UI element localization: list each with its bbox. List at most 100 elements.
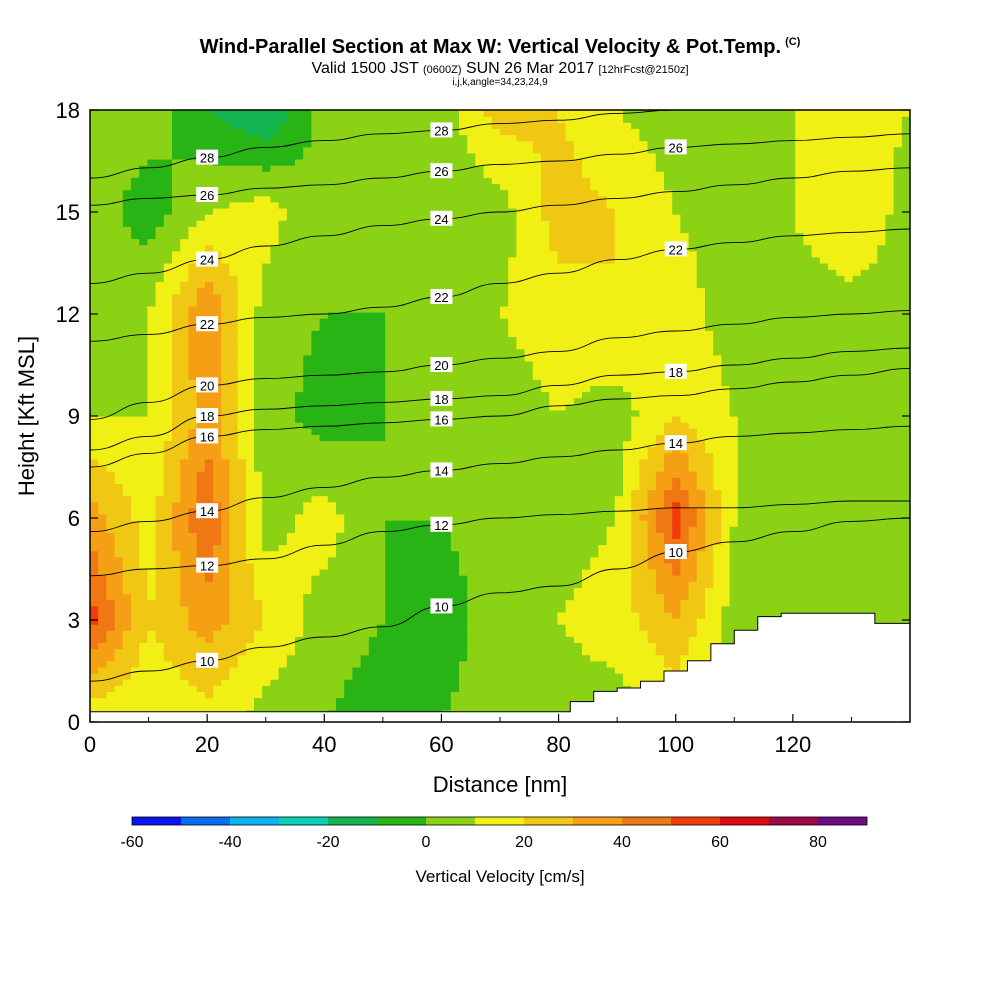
velocity-cell bbox=[180, 189, 189, 197]
velocity-cell bbox=[409, 440, 419, 448]
velocity-cell bbox=[278, 538, 288, 546]
velocity-cell bbox=[106, 544, 116, 552]
velocity-cell bbox=[352, 599, 362, 607]
velocity-cell bbox=[311, 587, 321, 595]
velocity-cell bbox=[336, 397, 345, 405]
velocity-cell bbox=[344, 673, 353, 680]
velocity-cell bbox=[377, 660, 386, 668]
velocity-cell bbox=[139, 152, 148, 160]
velocity-cell bbox=[213, 122, 222, 129]
velocity-cell bbox=[180, 581, 189, 588]
velocity-cell bbox=[393, 269, 403, 276]
velocity-cell bbox=[319, 238, 329, 246]
velocity-cell bbox=[393, 250, 403, 258]
velocity-cell bbox=[229, 244, 239, 252]
velocity-cell bbox=[180, 250, 189, 258]
velocity-cell bbox=[229, 673, 239, 680]
velocity-cell bbox=[147, 538, 157, 546]
velocity-cell bbox=[245, 587, 255, 595]
velocity-cell bbox=[377, 195, 386, 203]
velocity-cell bbox=[352, 587, 362, 595]
velocity-cell bbox=[106, 360, 116, 368]
velocity-cell bbox=[483, 140, 493, 148]
velocity-cell bbox=[327, 526, 337, 533]
velocity-cell bbox=[311, 599, 321, 607]
velocity-cell bbox=[131, 201, 140, 209]
velocity-cell bbox=[122, 385, 132, 393]
velocity-cell bbox=[229, 666, 239, 674]
velocity-cell bbox=[450, 630, 460, 637]
velocity-cell bbox=[254, 556, 263, 564]
velocity-cell bbox=[180, 183, 189, 191]
velocity-cell bbox=[442, 673, 452, 680]
velocity-cell bbox=[262, 207, 271, 215]
velocity-cell bbox=[368, 434, 378, 442]
velocity-cell bbox=[213, 397, 222, 405]
velocity-cell bbox=[131, 397, 140, 405]
velocity-cell bbox=[90, 581, 99, 588]
velocity-cell bbox=[122, 599, 132, 607]
velocity-cell bbox=[139, 501, 148, 509]
velocity-cell bbox=[360, 232, 370, 240]
velocity-cell bbox=[114, 110, 124, 117]
velocity-cell bbox=[319, 416, 329, 423]
velocity-cell bbox=[278, 489, 288, 497]
velocity-cell bbox=[147, 648, 157, 656]
velocity-cell bbox=[106, 195, 116, 203]
velocity-cell bbox=[147, 140, 157, 148]
velocity-cell bbox=[196, 244, 206, 252]
velocity-cell bbox=[188, 556, 198, 564]
velocity-cell bbox=[491, 648, 501, 656]
velocity-cell bbox=[418, 464, 427, 472]
velocity-cell bbox=[319, 275, 329, 282]
velocity-cell bbox=[303, 581, 312, 588]
velocity-cell bbox=[418, 244, 427, 252]
velocity-cell bbox=[213, 207, 222, 215]
velocity-cell bbox=[278, 311, 288, 319]
velocity-cell bbox=[319, 367, 329, 374]
velocity-cell bbox=[401, 128, 411, 136]
velocity-cell bbox=[450, 624, 460, 631]
velocity-cell bbox=[180, 244, 189, 252]
velocity-cell bbox=[245, 165, 255, 172]
velocity-cell bbox=[434, 134, 444, 142]
velocity-cell bbox=[229, 685, 239, 692]
velocity-cell bbox=[393, 569, 403, 576]
velocity-cell bbox=[180, 575, 189, 582]
velocity-cell bbox=[385, 416, 394, 423]
velocity-cell bbox=[401, 605, 411, 613]
velocity-cell bbox=[270, 538, 280, 546]
velocity-cell bbox=[163, 556, 173, 564]
velocity-cell bbox=[114, 532, 124, 539]
velocity-cell bbox=[475, 703, 485, 711]
velocity-cell bbox=[336, 556, 345, 564]
velocity-cell bbox=[434, 501, 444, 509]
velocity-cell bbox=[467, 256, 476, 264]
velocity-cell bbox=[418, 367, 427, 374]
velocity-cell bbox=[131, 354, 140, 362]
velocity-cell bbox=[106, 287, 116, 295]
velocity-cell bbox=[393, 287, 403, 295]
velocity-cell bbox=[459, 673, 468, 680]
velocity-cell bbox=[344, 599, 353, 607]
velocity-cell bbox=[409, 269, 419, 276]
velocity-cell bbox=[311, 569, 321, 576]
velocity-cell bbox=[385, 513, 394, 521]
velocity-cell bbox=[147, 348, 157, 356]
velocity-cell bbox=[344, 373, 353, 380]
velocity-cell bbox=[163, 250, 173, 258]
velocity-cell bbox=[450, 311, 460, 319]
velocity-cell bbox=[270, 207, 280, 215]
velocity-cell bbox=[385, 434, 394, 442]
velocity-cell bbox=[483, 128, 493, 136]
velocity-cell bbox=[262, 379, 271, 386]
velocity-cell bbox=[147, 232, 157, 240]
velocity-cell bbox=[254, 611, 263, 619]
velocity-cell bbox=[450, 605, 460, 613]
velocity-cell bbox=[467, 177, 476, 185]
velocity-cell bbox=[122, 354, 132, 362]
velocity-cell bbox=[139, 532, 148, 539]
velocity-cell bbox=[385, 593, 394, 601]
velocity-cell bbox=[245, 177, 255, 185]
velocity-cell bbox=[131, 599, 140, 607]
